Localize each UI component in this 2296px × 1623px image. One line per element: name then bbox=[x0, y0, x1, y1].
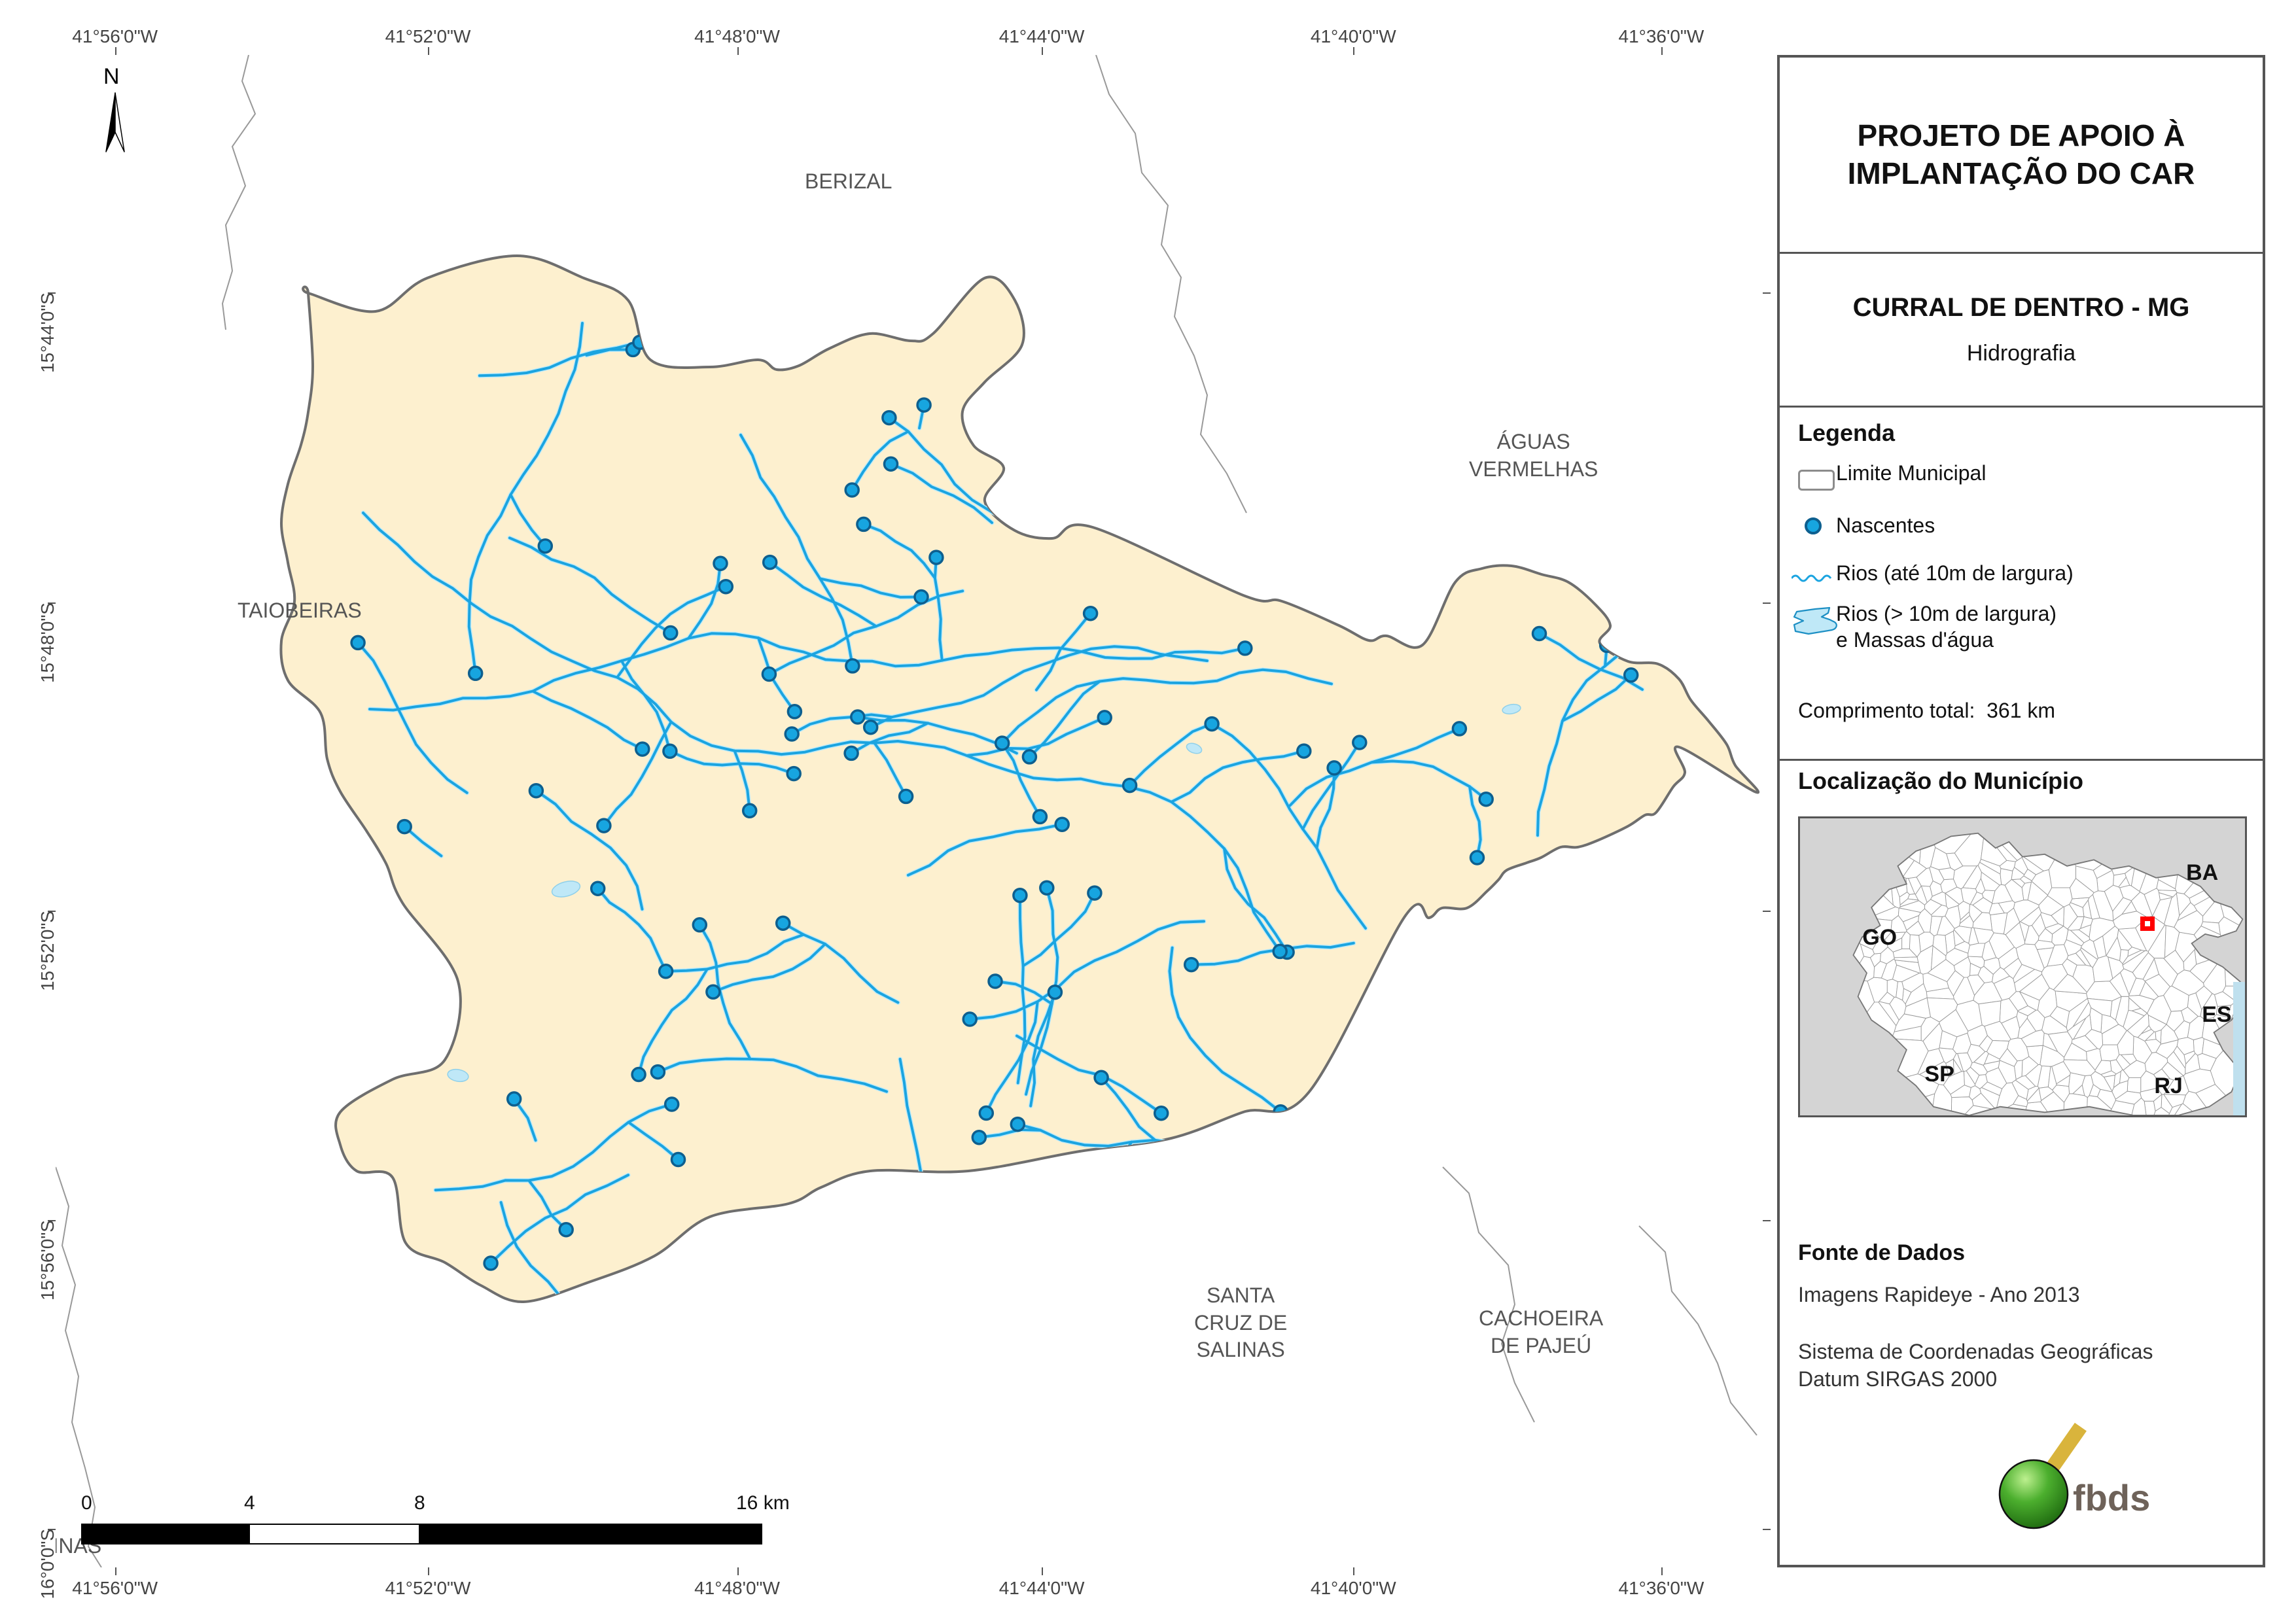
svg-text:fbds: fbds bbox=[2073, 1477, 2150, 1518]
svg-text:N: N bbox=[103, 68, 120, 89]
